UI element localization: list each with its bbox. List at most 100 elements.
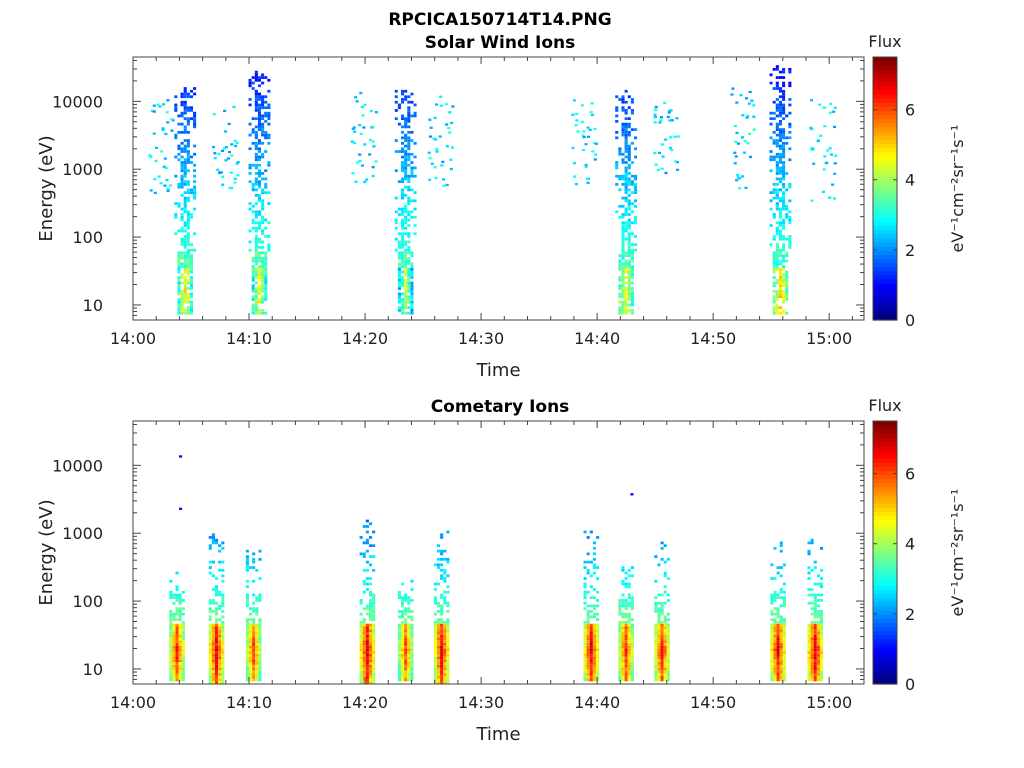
flux-cell (359, 626, 363, 630)
flux-cell (446, 670, 450, 674)
flux-cell (180, 311, 184, 315)
flux-cell (832, 125, 837, 129)
flux-cell (394, 100, 398, 104)
flux-cell (660, 629, 664, 632)
flux-cell (627, 106, 631, 110)
flux-cell (779, 653, 783, 657)
flux-cell (819, 645, 824, 649)
flux-cell (807, 634, 811, 638)
flux-cell (586, 568, 590, 572)
flux-cell (586, 536, 590, 539)
flux-cell (410, 251, 414, 255)
flux-cell (624, 224, 628, 227)
flux-cell (633, 235, 638, 238)
flux-cell (368, 601, 373, 605)
flux-cell (193, 117, 197, 121)
flux-cell (410, 273, 414, 277)
flux-cell (446, 651, 450, 654)
flux-cell (180, 174, 184, 178)
colorbar-swatch (873, 494, 897, 500)
flux-cell (807, 670, 811, 674)
flux-cell (782, 136, 786, 140)
flux-cell (261, 295, 265, 299)
flux-cell (178, 667, 182, 671)
flux-cell (400, 300, 405, 304)
flux-cell (180, 114, 184, 118)
flux-cell (813, 673, 817, 676)
colorbar-swatch (873, 445, 897, 451)
flux-cell (254, 267, 258, 271)
flux-cell (433, 116, 437, 120)
flux-cell (446, 623, 450, 627)
flux-cell (778, 89, 783, 93)
flux-cell (630, 607, 634, 611)
flux-cell (430, 162, 434, 165)
flux-cell (813, 601, 817, 605)
flux-cell (410, 270, 414, 274)
flux-cell (255, 648, 259, 652)
flux-cell (221, 610, 225, 613)
colorbar-swatch (873, 433, 897, 439)
flux-cell (621, 640, 625, 643)
flux-cell (214, 637, 219, 641)
flux-cell (400, 213, 405, 216)
flux-cell (586, 664, 590, 668)
flux-cell (178, 626, 182, 630)
flux-cell (365, 577, 369, 580)
flux-cell (248, 648, 253, 652)
flux-cell (773, 675, 777, 679)
flux-cell (261, 207, 265, 211)
flux-cell (365, 664, 369, 668)
flux-cell (372, 626, 376, 630)
flux-cell (621, 232, 625, 236)
flux-cell (782, 81, 786, 85)
flux-cell (740, 136, 744, 139)
solar-wind-panel: Solar Wind Ions 14:00 14:10 14:20 14:30 14:4… (36, 32, 967, 381)
flux-cell (572, 99, 577, 102)
flux-cell (186, 139, 190, 142)
flux-cell (782, 84, 786, 88)
colorbar-swatch (873, 597, 897, 603)
colorbar-swatch (873, 429, 897, 434)
colorbar-swatch (873, 57, 897, 62)
flux-cell (592, 642, 597, 646)
flux-cell (807, 549, 811, 553)
flux-cell (630, 566, 634, 569)
flux-cell (630, 629, 634, 632)
flux-cell (218, 568, 222, 572)
flux-cell (772, 188, 776, 192)
flux-cell (397, 276, 401, 279)
flux-cell (592, 596, 597, 600)
flux-cell (666, 577, 670, 580)
flux-cell (775, 193, 779, 197)
flux-cell (245, 555, 249, 558)
flux-cell (186, 117, 190, 121)
flux-cell (397, 103, 401, 107)
flux-cell (177, 289, 181, 293)
flux-cell (404, 637, 408, 641)
flux-cell (772, 289, 776, 293)
flux-cell (400, 136, 405, 140)
flux-cell (407, 659, 411, 663)
flux-cell (208, 645, 212, 649)
flux-cell (400, 298, 405, 301)
flux-cell (189, 287, 194, 290)
flux-cell (359, 645, 363, 649)
flux-cell (782, 281, 786, 285)
flux-cell (177, 292, 181, 296)
colorbar-swatch (873, 167, 897, 173)
flux-cell (776, 607, 780, 611)
flux-cell (400, 169, 405, 173)
flux-cell (443, 681, 447, 684)
flux-cell (172, 675, 176, 679)
flux-cell (813, 675, 817, 679)
flux-cell (833, 197, 837, 200)
flux-cell (397, 278, 401, 282)
flux-cell (586, 615, 590, 619)
flux-cell (189, 254, 194, 257)
flux-cell (618, 215, 622, 219)
flux-cell (819, 678, 824, 682)
flux-cell (776, 593, 780, 597)
flux-cell (663, 659, 667, 663)
flux-cell (245, 593, 249, 597)
